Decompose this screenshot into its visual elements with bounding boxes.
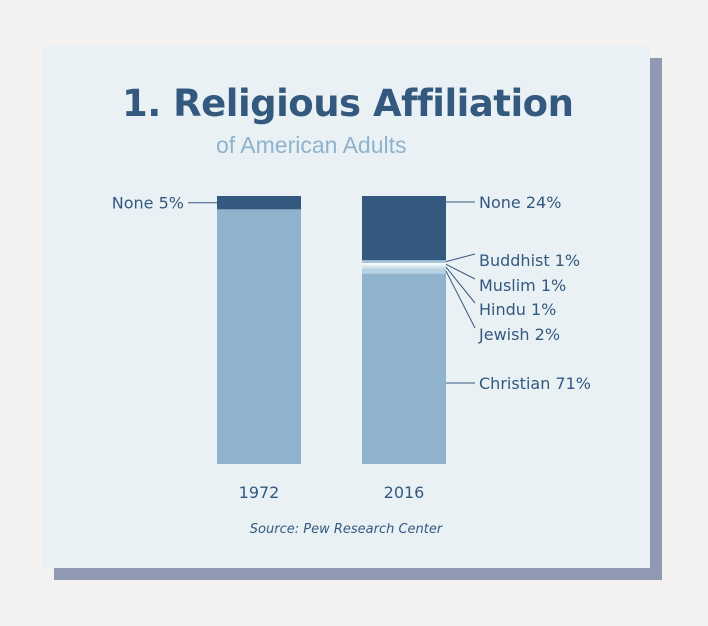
bar-segment-1972-other: [217, 209, 301, 464]
bar-segment-2016-buddhist: [362, 260, 446, 263]
year-label-1972: 1972: [239, 483, 280, 502]
bar-segment-2016-christian: [362, 273, 446, 464]
leader-line-2016-buddhist: [445, 253, 476, 263]
leader-line-2016-muslim: [445, 263, 476, 280]
data-label-2016-buddhist: Buddhist 1%: [479, 251, 580, 270]
bar-segment-2016-none: [362, 196, 446, 261]
source-note: Source: Pew Research Center: [249, 522, 443, 537]
bar-segment-2016-jewish: [362, 268, 446, 274]
chart-subtitle: of American Adults: [216, 132, 407, 158]
leader-line-2016-jewish: [445, 270, 476, 329]
bar-segment-2016-muslim: [362, 263, 446, 266]
data-label-2016-muslim: Muslim 1%: [479, 276, 566, 295]
data-label-2016-none: None 24%: [479, 193, 561, 212]
data-label-2016-jewish: Jewish 2%: [478, 325, 560, 344]
bar-segment-2016-hindu: [362, 265, 446, 269]
infographic-card: 1. Religious Affiliation of American Adu…: [42, 46, 650, 568]
leader-line-2016-hindu: [445, 266, 476, 304]
bar-segment-1972-none: [217, 196, 301, 210]
data-label-2016-christian: Christian 71%: [479, 374, 591, 393]
data-label-1972-none: None 5%: [112, 194, 184, 213]
chart-title: 1. Religious Affiliation: [122, 82, 574, 125]
year-label-2016: 2016: [384, 483, 425, 502]
data-label-2016-hindu: Hindu 1%: [479, 300, 556, 319]
